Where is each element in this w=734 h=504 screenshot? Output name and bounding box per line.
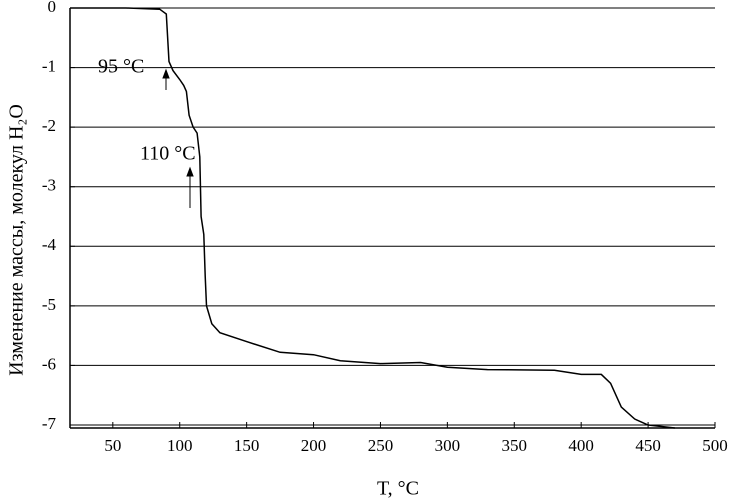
x-tick-label: 200 bbox=[301, 436, 327, 455]
annotation: 95 °C bbox=[98, 56, 144, 78]
x-tick-label: 450 bbox=[635, 436, 661, 455]
y-tick-label: -7 bbox=[42, 414, 57, 433]
x-tick-label: 50 bbox=[104, 436, 121, 455]
y-tick-label: -6 bbox=[42, 354, 56, 373]
x-axis-label: T, °C bbox=[377, 478, 419, 500]
x-tick-label: 250 bbox=[368, 436, 394, 455]
data-line bbox=[70, 7, 675, 429]
arrow bbox=[162, 68, 194, 208]
y-tick-label: -4 bbox=[42, 235, 57, 254]
x-tick-label: 150 bbox=[234, 436, 260, 455]
x-tick-label: 400 bbox=[568, 436, 594, 455]
y-tick-label: -3 bbox=[42, 176, 56, 195]
y-tick-label: -2 bbox=[42, 116, 56, 135]
y-tick-label: -5 bbox=[42, 295, 56, 314]
x-tick-label: 500 bbox=[702, 436, 728, 455]
x-tick-label: 350 bbox=[502, 436, 528, 455]
x-tick-label: 100 bbox=[167, 436, 193, 455]
y-tick-label: -1 bbox=[42, 56, 56, 75]
y-axis-label: Изменение массы, молекул H₂O bbox=[6, 104, 28, 376]
y-tick-label: 0 bbox=[48, 0, 57, 16]
annotation: 110 °C bbox=[140, 143, 196, 165]
x-tick-label: 300 bbox=[435, 436, 461, 455]
